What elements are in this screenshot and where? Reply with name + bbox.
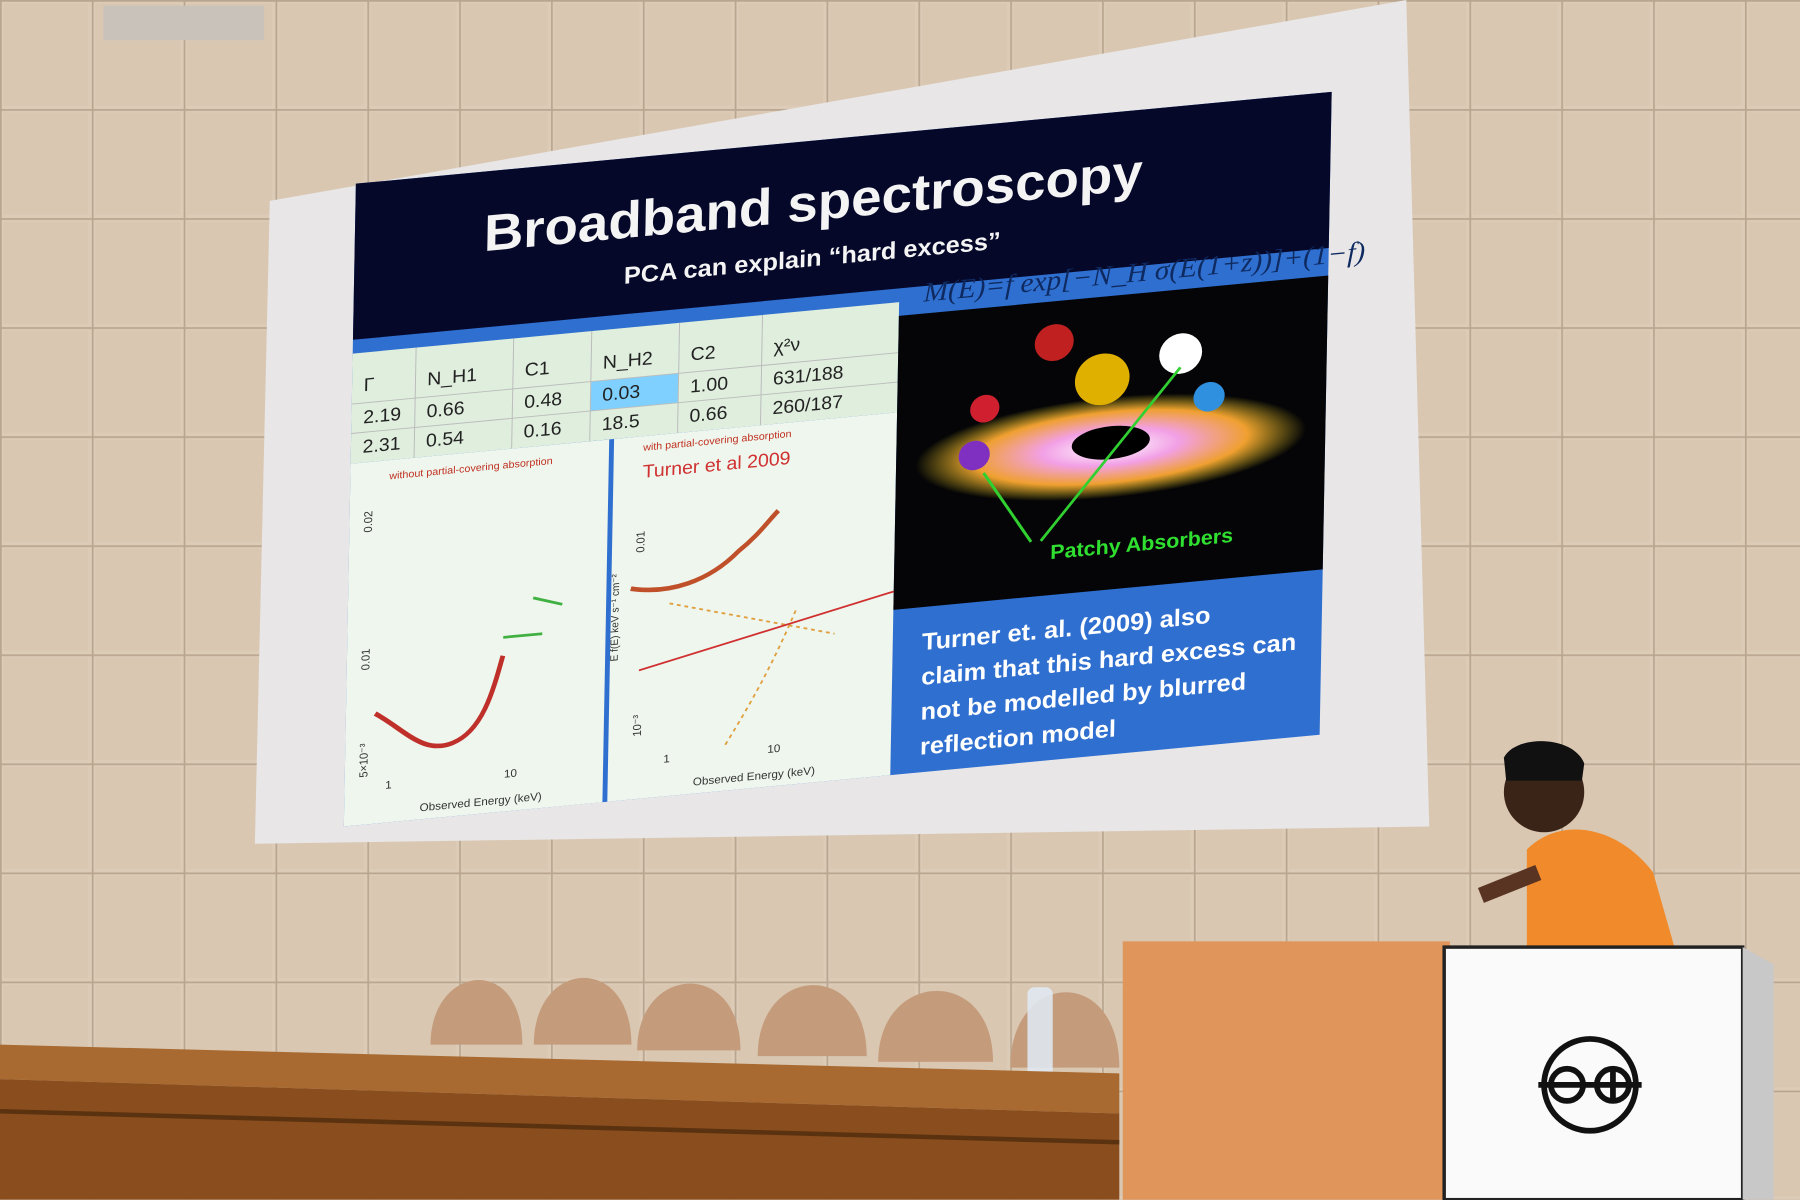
table-cell: 0.66: [426, 398, 464, 422]
table-cell: 0.66: [689, 403, 727, 427]
table-cell: 2.19: [363, 404, 401, 428]
table-rule: [589, 331, 593, 442]
right-spectrum: [630, 509, 781, 593]
sight-lines: [982, 366, 1182, 543]
table-header: C2: [690, 343, 715, 366]
pointer-arrow: [638, 590, 894, 672]
black-hole: [1071, 425, 1150, 460]
y-tick-label: 0.02: [363, 510, 376, 533]
y-tick-label: 0.01: [360, 648, 373, 671]
table-header: N_H2: [603, 349, 653, 374]
table-cell: 2.31: [362, 434, 400, 458]
cloud: [970, 394, 1000, 423]
cell-highlight: [590, 373, 679, 411]
x-tick-label: 10: [504, 768, 517, 781]
table-header: Γ: [364, 375, 375, 396]
cloud: [1193, 381, 1225, 412]
presenter: [1477, 741, 1677, 953]
table-cell: 1.00: [690, 374, 728, 398]
y-tick-label: 10⁻³: [632, 714, 645, 737]
table-header: C1: [525, 358, 550, 381]
table-cell: 0.54: [426, 428, 464, 452]
x-tick-label: 1: [385, 780, 392, 792]
table-rule: [351, 352, 899, 405]
cloud: [958, 440, 990, 471]
left-residuals: [503, 596, 563, 639]
y-tick-label: 5×10⁻³: [358, 743, 371, 779]
x-tick-label: 1: [663, 753, 670, 765]
right-plot-panel: [607, 412, 898, 802]
left-plot-panel: [343, 439, 610, 827]
table-rule: [677, 322, 681, 434]
cloud: [1034, 324, 1074, 362]
table-cell: 0.16: [523, 419, 561, 443]
table-cell: 0.03: [602, 382, 640, 406]
right-components: [669, 602, 835, 746]
table-rule: [759, 314, 764, 426]
y-tick-label: 0.01: [635, 531, 648, 554]
table-rule: [511, 338, 515, 449]
table-header: χ²ν: [773, 335, 800, 358]
table-rule: [413, 347, 417, 458]
podium: [1122, 941, 1774, 1200]
cloud: [1159, 333, 1203, 374]
tables: [0, 1044, 1120, 1200]
vent: [103, 5, 265, 41]
title-band: [352, 91, 1332, 340]
table-cell: 0.48: [524, 389, 562, 413]
slide: Broadband spectroscopy PCA can explain “…: [343, 91, 1365, 827]
x-tick-label: 10: [767, 743, 780, 756]
right-y-label: E f(E) keV s⁻¹ cm⁻²: [609, 573, 622, 662]
table-rule: [351, 381, 898, 434]
cloud: [1074, 353, 1130, 406]
left-spectrum: [373, 655, 506, 749]
chairs: [430, 977, 1120, 1085]
table-header: N_H1: [427, 365, 477, 390]
table-cell: 18.5: [602, 411, 640, 435]
